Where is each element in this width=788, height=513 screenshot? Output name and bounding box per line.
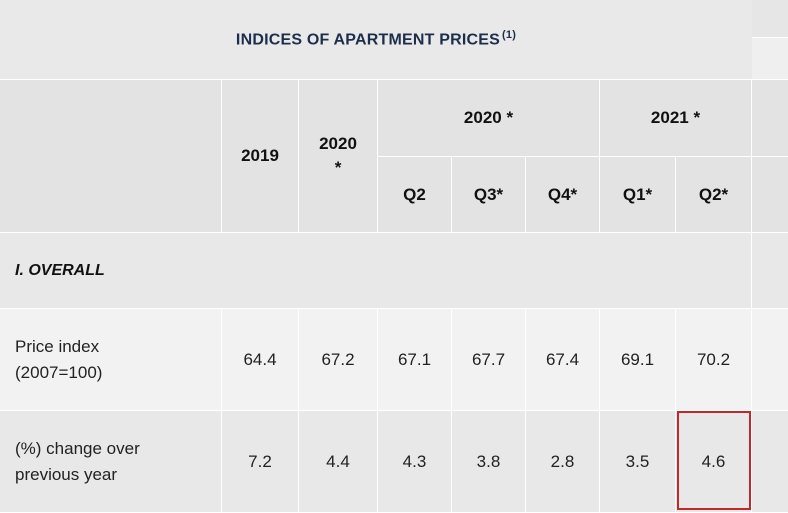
table-cell: 4.4 [299,411,378,513]
table-cell: 64.4 [222,309,299,411]
table-cell: 67.2 [299,309,378,411]
table-cell: 67.1 [378,309,452,411]
column-header-2021-q1: Q1* [600,157,676,233]
column-header-2020-mark: * [334,158,342,177]
quarter-label: Q1* [622,184,653,204]
quarter-label: Q2 [403,184,426,204]
group-header-2021: 2021 * [600,80,752,157]
column-header-2020-year: 2020 * [299,80,378,233]
cell-value: 67.7 [471,349,506,369]
column-header-2020-text: 2020 [319,134,357,153]
column-header-2020-q4: Q4* [526,157,600,233]
right-edge-cell [752,411,788,513]
right-edge-cell [752,80,788,157]
table-cell: 3.8 [452,411,526,513]
cell-value: 4.3 [402,451,427,471]
cell-value: 2.8 [550,451,575,471]
row-label-percent-change: (%) change over previous year [0,411,222,513]
right-edge-strip [752,0,788,38]
row-label-line: (2007=100) [15,362,103,382]
cell-value: 67.2 [321,349,355,369]
table-cell: 67.4 [526,309,600,411]
right-edge-strip [752,38,788,80]
column-header-2020-q3: Q3* [452,157,526,233]
table-title-footnote: (1) [502,29,517,42]
section-label-text: I. OVERALL [15,261,105,279]
table-cell: 2.8 [526,411,600,513]
cell-value: 64.4 [243,349,277,369]
table-title-row: INDICES OF APARTMENT PRICES (1) [0,0,752,80]
cell-value: 4.6 [701,451,726,471]
row-label-line: (%) change over [15,438,140,458]
cell-value: 3.8 [476,451,501,471]
table-cell: 69.1 [600,309,676,411]
quarter-label: Q3* [473,184,504,204]
section-label-overall: I. OVERALL [0,233,752,309]
table-title-text: INDICES OF APARTMENT PRICES [235,31,501,49]
table-title: INDICES OF APARTMENT PRICES (1) [236,29,516,49]
cell-value: 69.1 [620,349,655,369]
column-header-2019: 2019 [222,80,299,233]
right-edge-cell [752,233,788,309]
row-label-line: previous year [15,464,118,484]
row-label-price-index: Price index (2007=100) [0,309,222,411]
column-header-2020-q2: Q2 [378,157,452,233]
cell-value: 67.1 [397,349,432,369]
table-cell: 4.3 [378,411,452,513]
column-header-2019-text: 2019 [241,146,279,165]
cell-value: 3.5 [625,451,650,471]
column-header-2021-q2: Q2* [676,157,752,233]
quarter-label: Q2* [698,184,729,204]
right-edge-cell [752,157,788,233]
group-header-2021-text: 2021 * [650,108,701,127]
cell-value: 67.4 [545,349,580,369]
header-empty-cell [0,80,222,233]
right-edge-cell [752,309,788,411]
cell-value: 7.2 [248,451,272,471]
group-header-2020-text: 2020 * [463,108,514,127]
table-cell: 70.2 [676,309,752,411]
group-header-2020: 2020 * [378,80,600,157]
table-cell-highlighted: 4.6 [676,411,752,513]
table-cell: 67.7 [452,309,526,411]
cell-value: 70.2 [696,349,731,369]
quarter-label: Q4* [547,184,578,204]
table-cell: 7.2 [222,411,299,513]
cell-value: 4.4 [326,451,350,471]
table-cell: 3.5 [600,411,676,513]
row-label-line: Price index [15,336,100,356]
